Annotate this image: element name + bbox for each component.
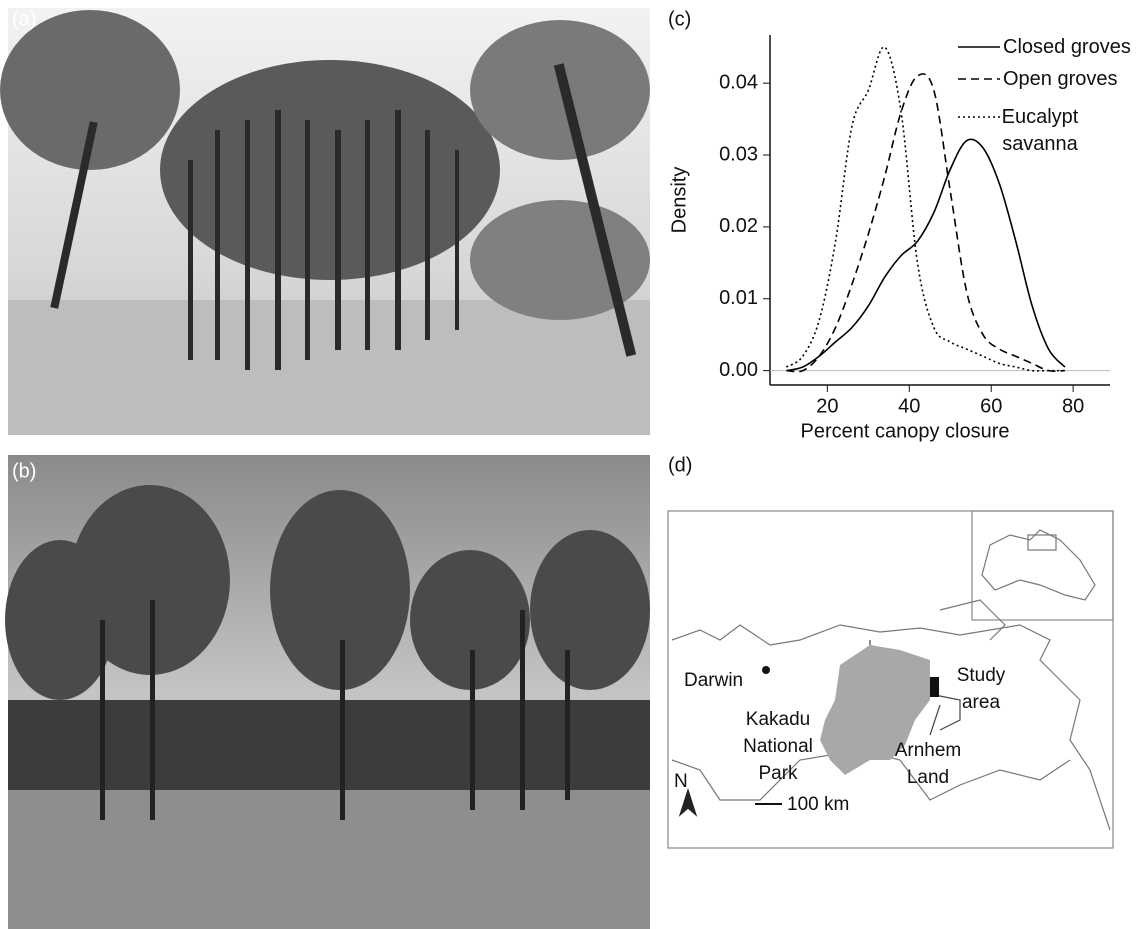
panel-label: (b) (12, 460, 36, 482)
photo-a (0, 8, 650, 435)
panel-label: (d) (668, 454, 692, 476)
x-tick-label: 80 (1062, 395, 1084, 417)
map-label: Kakadu National Park (728, 706, 828, 787)
panel-label: (a) (12, 8, 36, 30)
y-tick-label: 0.00 (719, 359, 758, 381)
x-tick-label: 40 (898, 395, 920, 417)
figure: (a) (b) (d) (c) 0.00 0.01 0.02 0.03 0.04 20 40 6… (0, 0, 1142, 929)
y-tick-label: 0.03 (719, 143, 758, 165)
map-label: Arnhem Land (888, 737, 968, 791)
density-line (786, 139, 1065, 370)
map-label: N (674, 768, 688, 795)
y-axis-title: Density (668, 167, 690, 234)
x-axis-title: Percent canopy closure (800, 420, 1009, 442)
y-tick-label: 0.01 (719, 287, 758, 309)
legend-label: Closed groves (1003, 34, 1142, 61)
y-tick-label: 0.04 (719, 71, 758, 93)
legend-label: Open groves (1003, 66, 1142, 93)
density-line (786, 47, 1065, 371)
y-tick-label: 0.02 (719, 215, 758, 237)
x-tick-label: 60 (980, 395, 1002, 417)
map-label: 100 km (787, 791, 849, 818)
map-label: Darwin (684, 667, 743, 694)
photo-b (5, 455, 650, 929)
figure-canvas: (a) (b) (d) (c) 0.00 0.01 0.02 0.03 0.04 20 40 6… (0, 0, 1142, 929)
panel-label: (c) (668, 8, 691, 30)
x-tick-label: 20 (816, 395, 838, 417)
map-label: Study area (946, 662, 1016, 716)
legend-label: Eucalypt savanna (990, 104, 1090, 158)
